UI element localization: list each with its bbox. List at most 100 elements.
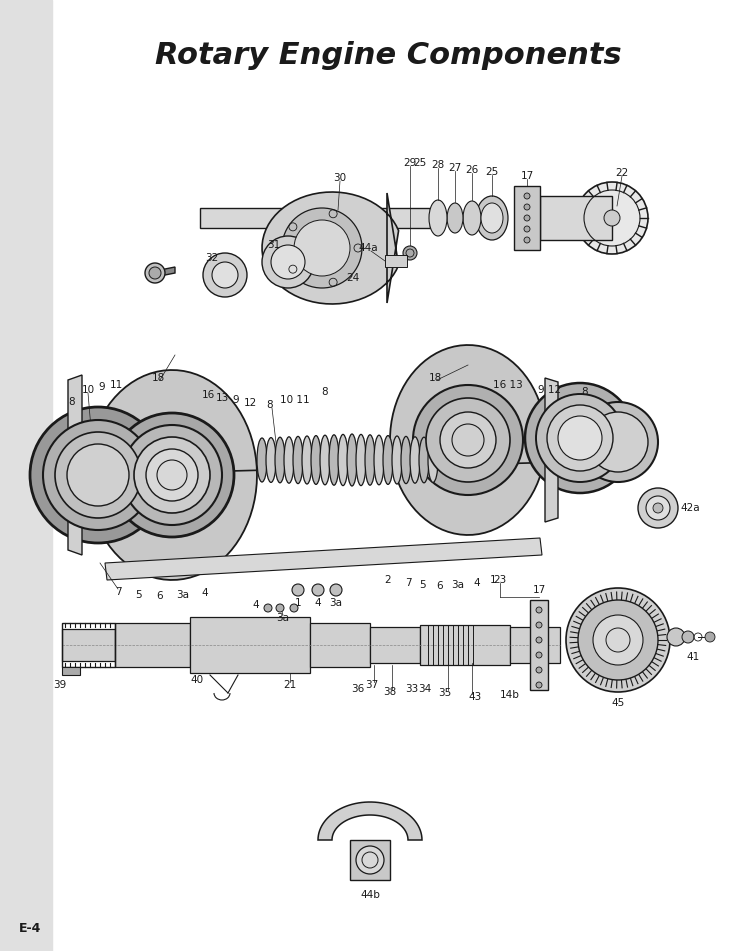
Text: Rotary Engine Components: Rotary Engine Components	[155, 41, 621, 69]
Circle shape	[682, 631, 694, 643]
Text: 6: 6	[436, 581, 443, 591]
Circle shape	[593, 615, 643, 665]
Circle shape	[536, 637, 542, 643]
Circle shape	[149, 267, 161, 279]
Ellipse shape	[401, 437, 411, 484]
Text: 9: 9	[99, 382, 105, 392]
Ellipse shape	[320, 436, 330, 485]
Circle shape	[524, 237, 530, 243]
Ellipse shape	[447, 203, 463, 233]
Circle shape	[653, 503, 663, 513]
Ellipse shape	[347, 434, 357, 486]
Text: 4: 4	[202, 588, 208, 598]
Text: 5: 5	[420, 580, 426, 590]
Text: 10: 10	[82, 385, 94, 395]
Text: 1: 1	[489, 575, 496, 585]
Polygon shape	[62, 629, 115, 661]
Text: 24: 24	[347, 273, 360, 283]
Text: 17: 17	[520, 171, 534, 181]
Circle shape	[312, 584, 324, 596]
Text: 4: 4	[315, 598, 322, 608]
Circle shape	[330, 584, 342, 596]
Ellipse shape	[428, 437, 438, 482]
Polygon shape	[87, 370, 257, 580]
Text: 4: 4	[474, 578, 481, 588]
Circle shape	[67, 444, 129, 506]
Circle shape	[212, 262, 238, 288]
Text: 3a: 3a	[177, 590, 189, 600]
Text: 3a: 3a	[277, 613, 289, 623]
Text: 10 11: 10 11	[280, 395, 310, 405]
Bar	[385, 255, 407, 267]
Polygon shape	[420, 625, 510, 665]
Ellipse shape	[429, 200, 447, 236]
Circle shape	[294, 220, 350, 276]
Text: 16: 16	[202, 390, 215, 400]
Circle shape	[276, 604, 284, 612]
Polygon shape	[530, 600, 548, 690]
Text: 18: 18	[152, 373, 165, 383]
Circle shape	[282, 208, 362, 288]
Text: 11: 11	[110, 380, 123, 390]
Text: 14b: 14b	[500, 690, 520, 700]
Text: 41: 41	[687, 652, 700, 662]
Circle shape	[536, 652, 542, 658]
Circle shape	[638, 488, 678, 528]
Circle shape	[536, 667, 542, 673]
Text: 25: 25	[485, 167, 498, 177]
Ellipse shape	[257, 438, 267, 482]
Circle shape	[426, 398, 510, 482]
Circle shape	[524, 193, 530, 199]
Circle shape	[578, 402, 658, 482]
Text: 27: 27	[448, 163, 461, 173]
Text: 22: 22	[615, 168, 629, 178]
Text: 12: 12	[244, 398, 257, 408]
Text: 6: 6	[157, 591, 163, 601]
Text: 39: 39	[54, 680, 67, 690]
Polygon shape	[160, 267, 175, 276]
Polygon shape	[510, 627, 560, 663]
Circle shape	[122, 425, 222, 525]
Circle shape	[292, 584, 304, 596]
Circle shape	[55, 432, 141, 518]
Polygon shape	[370, 627, 420, 663]
Circle shape	[145, 263, 165, 283]
Ellipse shape	[302, 436, 312, 484]
Text: 23: 23	[493, 575, 506, 585]
Circle shape	[536, 394, 624, 482]
Text: 8: 8	[266, 400, 273, 410]
Text: 35: 35	[439, 688, 452, 698]
Circle shape	[264, 604, 272, 612]
Polygon shape	[540, 196, 612, 240]
Circle shape	[30, 407, 166, 543]
Text: 29: 29	[403, 158, 417, 168]
Ellipse shape	[356, 435, 366, 486]
Circle shape	[271, 245, 305, 279]
Ellipse shape	[365, 435, 375, 485]
Text: 33: 33	[406, 684, 419, 694]
Ellipse shape	[374, 436, 384, 485]
Circle shape	[203, 253, 247, 297]
Text: 17: 17	[532, 585, 545, 595]
Circle shape	[524, 215, 530, 221]
Ellipse shape	[329, 435, 339, 485]
Circle shape	[524, 204, 530, 210]
Circle shape	[536, 607, 542, 613]
Text: 3a: 3a	[451, 580, 464, 590]
Circle shape	[558, 416, 602, 460]
Circle shape	[146, 449, 198, 501]
Text: 5: 5	[135, 590, 141, 600]
Circle shape	[403, 246, 417, 260]
Circle shape	[524, 226, 530, 232]
Text: 43: 43	[468, 692, 481, 702]
Circle shape	[705, 632, 715, 642]
Text: 8: 8	[68, 397, 75, 407]
Text: 13: 13	[216, 393, 229, 403]
Text: 42a: 42a	[680, 503, 700, 513]
Circle shape	[536, 682, 542, 688]
Ellipse shape	[392, 436, 402, 484]
Circle shape	[525, 383, 635, 493]
Text: 8: 8	[581, 387, 588, 397]
Text: 7: 7	[115, 587, 121, 597]
Circle shape	[262, 236, 314, 288]
